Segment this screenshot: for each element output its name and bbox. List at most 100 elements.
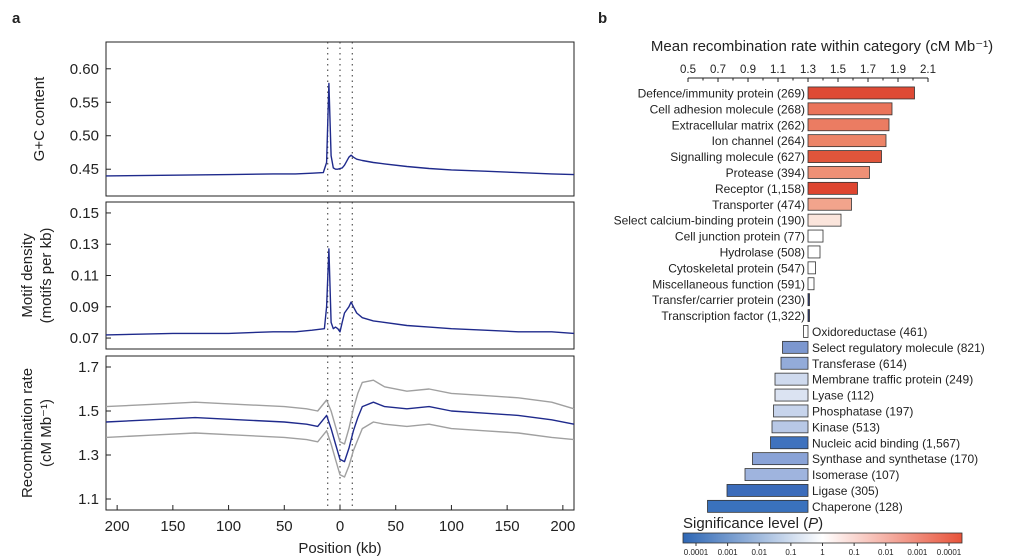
bar-8 — [807, 213, 842, 227]
subplot-0-series-0 — [105, 82, 575, 177]
top-axis-tick-label: 1.7 — [860, 64, 876, 76]
top-axis-tick-label: 1.1 — [770, 64, 786, 76]
bar-3 — [807, 134, 887, 148]
subplot-0-ylabel: G+C content — [31, 76, 48, 161]
chart-title: Mean recombination rate within category … — [651, 38, 993, 55]
x-tick-label: 200 — [105, 518, 130, 535]
bar-25 — [726, 484, 809, 497]
bar-23 — [752, 452, 809, 466]
bar-label-9: Cell junction protein (77) — [675, 230, 805, 244]
subplot-2-ytick-label: 1.3 — [78, 447, 99, 464]
x-axis-label: Position (kb) — [298, 540, 381, 557]
bar-label-8: Select calcium-binding protein (190) — [614, 214, 805, 228]
subplot-1-ytick-label: 0.15 — [70, 205, 99, 222]
panel-b-bar-chart: Mean recombination rate within category … — [614, 38, 994, 557]
top-axis-tick-label: 1.9 — [890, 64, 906, 76]
subplot-2-ytick-label: 1.1 — [78, 491, 99, 508]
subplot-1-series-0 — [105, 248, 575, 336]
bar-22 — [770, 436, 809, 450]
bar-label-25: Ligase (305) — [812, 484, 879, 498]
bar-16 — [782, 340, 809, 354]
bar-13 — [807, 293, 810, 307]
bar-9 — [807, 229, 824, 243]
top-axis-tick-label: 0.9 — [740, 64, 756, 76]
legend-tick-label: 1 — [820, 548, 825, 557]
x-tick-label: 50 — [387, 518, 404, 535]
bar-0 — [807, 86, 915, 100]
bar-label-19: Lyase (112) — [812, 389, 874, 403]
bar-label-22: Nucleic acid binding (1,567) — [812, 436, 960, 450]
panel-b-label: b — [598, 10, 607, 27]
legend-tick-label: 0.001 — [718, 548, 739, 557]
top-axis-tick-label: 2.1 — [920, 64, 936, 76]
bar-label-16: Select regulatory molecule (821) — [812, 341, 985, 355]
subplot-0-ytick-label: 0.50 — [70, 128, 99, 145]
x-tick-label: 150 — [160, 518, 185, 535]
bar-label-5: Protease (394) — [726, 166, 805, 180]
subplot-2-ytick-label: 1.7 — [78, 359, 99, 376]
top-axis-tick-label: 1.5 — [830, 64, 846, 76]
bar-18 — [774, 372, 809, 386]
x-tick-label: 150 — [495, 518, 520, 535]
legend-tick-label: 0.01 — [878, 548, 894, 557]
subplot-0-ytick-label: 0.45 — [70, 161, 99, 178]
bar-12 — [807, 277, 815, 291]
bar-label-17: Transferase (614) — [812, 357, 907, 371]
bar-label-18: Membrane traffic protein (249) — [812, 373, 973, 387]
bar-label-2: Extracellular matrix (262) — [672, 118, 805, 132]
subplot-2-series-1 — [105, 379, 575, 445]
legend-tick-label: 0.1 — [849, 548, 861, 557]
x-tick-label: 100 — [439, 518, 464, 535]
subplot-1-ytick-label: 0.07 — [70, 330, 99, 347]
subplot-0-ytick-label: 0.60 — [70, 61, 99, 78]
legend-title: Significance level (P) — [683, 515, 823, 532]
legend-colorbar — [682, 532, 963, 544]
subplot-1-ylabel: Motif density (motifs per kb) — [19, 228, 55, 324]
bar-1 — [807, 102, 893, 116]
bar-label-26: Chaperone (128) — [812, 500, 903, 514]
top-axis-tick-label: 0.7 — [710, 64, 726, 76]
bar-4 — [807, 150, 882, 163]
bar-label-4: Signalling molecule (627) — [670, 150, 805, 164]
bar-label-11: Cytoskeletal protein (547) — [668, 261, 805, 275]
bar-24 — [744, 468, 809, 481]
legend-tick-label: 0.01 — [751, 548, 767, 557]
subplot-2-ytick-label: 1.5 — [78, 403, 99, 420]
bar-label-24: Isomerase (107) — [812, 468, 899, 482]
bar-15 — [803, 325, 809, 338]
panel-a-line-plots: 0.45 0.50 0.55 0.60 G+C content 0.07 0.09 0.11 0… — [19, 41, 575, 557]
bar-6 — [807, 181, 858, 195]
legend-tick-label: 0.1 — [785, 548, 797, 557]
top-axis-tick-label: 0.5 — [680, 64, 696, 76]
subplot-1-ytick-label: 0.09 — [70, 299, 99, 316]
bar-label-1: Cell adhesion molecule (268) — [650, 102, 805, 116]
panel-a-label: a — [12, 10, 21, 27]
subplot-2-ylabel: Recombination rate (cM Mb⁻¹) — [19, 368, 55, 498]
bar-26 — [707, 499, 809, 513]
bar-7 — [807, 197, 852, 211]
bar-label-10: Hydrolase (508) — [720, 245, 805, 259]
subplot-0-ytick-label: 0.55 — [70, 94, 99, 111]
bar-21 — [771, 420, 809, 434]
bar-label-14: Transcription factor (1,322) — [661, 309, 805, 323]
subplot-1-ytick-label: 0.11 — [71, 268, 99, 285]
bar-label-13: Transfer/carrier protein (230) — [652, 293, 805, 307]
bar-label-12: Miscellaneous function (591) — [652, 277, 805, 291]
bar-17 — [780, 356, 809, 370]
bar-label-21: Kinase (513) — [812, 420, 880, 434]
bar-20 — [773, 404, 809, 418]
bar-label-7: Transporter (474) — [712, 198, 805, 212]
bar-11 — [807, 261, 816, 275]
bar-14 — [807, 309, 810, 322]
bar-label-20: Phosphatase (197) — [812, 404, 913, 418]
bar-label-6: Receptor (1,158) — [715, 182, 805, 196]
legend-tick-label: 0.0001 — [684, 548, 709, 557]
legend-tick-label: 0.001 — [907, 548, 928, 557]
legend-tick-label: 0.0001 — [937, 548, 962, 557]
bar-label-15: Oxidoreductase (461) — [812, 325, 927, 339]
subplot-1-ytick-label: 0.13 — [70, 236, 99, 253]
top-axis-tick-label: 1.3 — [800, 64, 816, 76]
x-tick-label: 0 — [336, 518, 344, 535]
bar-19 — [774, 388, 809, 402]
subplot-2-series-0 — [105, 401, 575, 463]
